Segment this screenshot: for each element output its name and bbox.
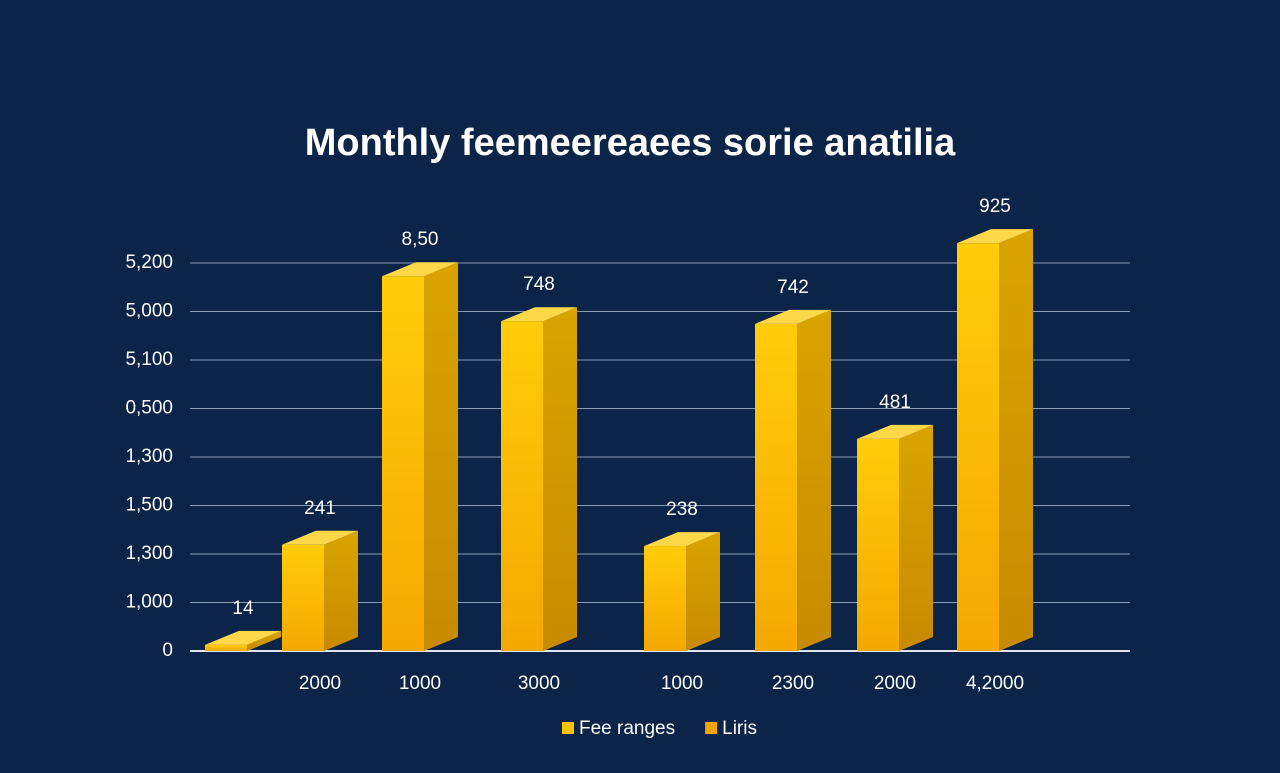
bar-top [755, 309, 831, 324]
x-tick-label: 2300 [772, 673, 814, 694]
y-tick-label: 1,300 [125, 446, 173, 467]
y-tick-label: 5,200 [125, 252, 173, 273]
bar [205, 644, 247, 651]
data-label: 238 [666, 499, 698, 520]
x-tick-label: 1000 [661, 673, 703, 694]
bar-top [644, 532, 720, 547]
bar-side [424, 262, 458, 651]
data-label: 8,50 [402, 229, 439, 250]
x-tick-label: 4,2000 [966, 673, 1024, 694]
bar [382, 276, 424, 651]
bar-side [899, 424, 933, 651]
data-label: 14 [232, 598, 254, 619]
bar [755, 323, 797, 651]
y-tick-label: 0,500 [125, 398, 173, 419]
legend-swatch [562, 722, 574, 734]
x-tick-label: 1000 [399, 673, 441, 694]
bar [957, 243, 999, 651]
bar-top [857, 424, 933, 439]
legend-label: Liris [722, 718, 757, 739]
bar-top [382, 262, 458, 277]
x-tick-label: 3000 [518, 673, 560, 694]
bar-top [501, 307, 577, 322]
y-tick-label: 1,300 [125, 543, 173, 564]
bar-side [797, 309, 831, 651]
bar-side [543, 307, 577, 651]
y-tick-label: 1,500 [125, 495, 173, 516]
bar [857, 438, 899, 651]
bar [501, 321, 543, 651]
y-tick-label: 5,100 [125, 349, 173, 370]
bar [644, 546, 686, 651]
legend-label: Fee ranges [579, 718, 675, 739]
y-tick-label: 1,000 [125, 592, 173, 613]
bar-side [247, 630, 281, 651]
legend-swatch [705, 722, 718, 734]
y-tick-label: 5,000 [125, 301, 173, 322]
data-label: 481 [879, 392, 911, 413]
data-label: 742 [777, 277, 809, 298]
data-label: 748 [523, 274, 555, 295]
bar-side [686, 532, 720, 651]
bar-top [957, 229, 1033, 244]
data-label: 925 [979, 196, 1011, 217]
data-label: 241 [304, 498, 336, 519]
x-tick-label: 2000 [299, 673, 341, 694]
chart-title: Monthly feemeereaees sorie anatilia [305, 122, 956, 164]
bar-top [205, 630, 281, 645]
bar [282, 544, 324, 651]
bar-side [999, 229, 1033, 651]
x-tick-label: 2000 [874, 673, 916, 694]
bar-side [324, 530, 358, 651]
y-tick-label: 0 [162, 640, 173, 661]
bar-top [282, 530, 358, 545]
